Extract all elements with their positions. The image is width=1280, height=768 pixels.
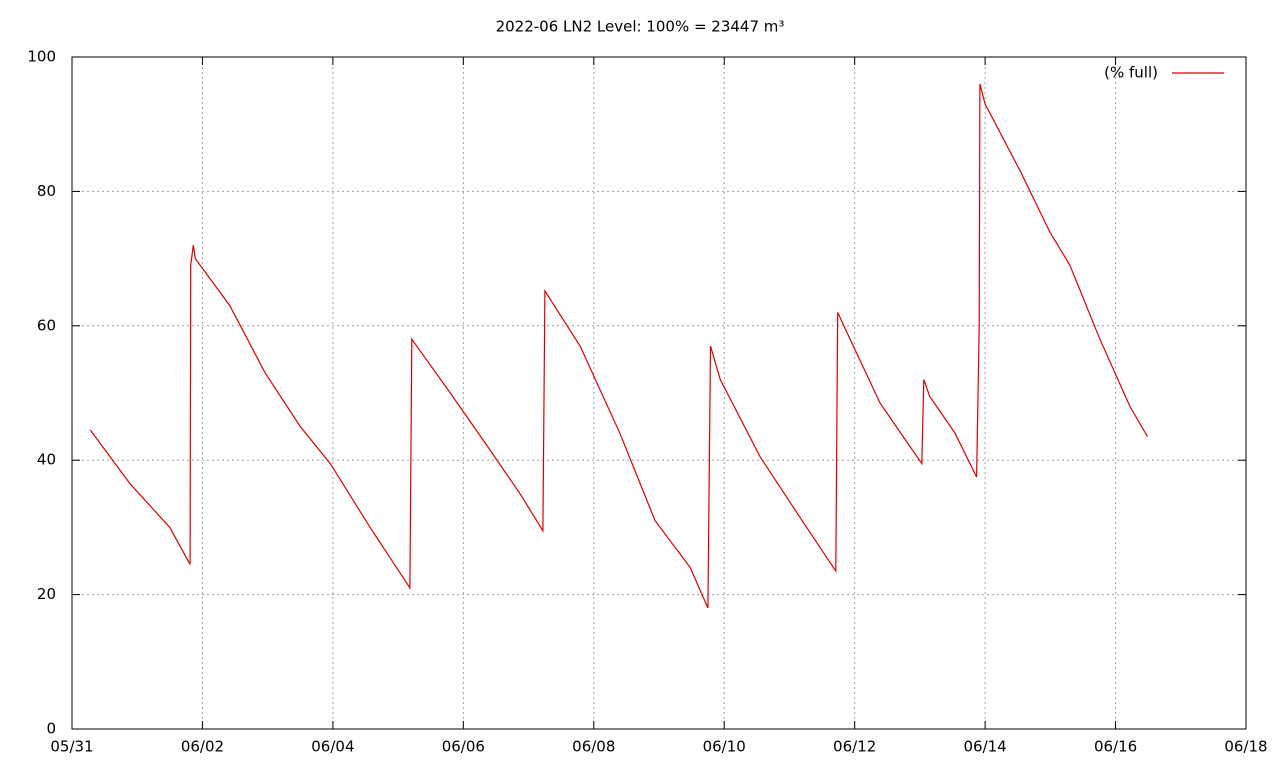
x-tick-label: 06/04 bbox=[311, 738, 354, 756]
x-tick-label: 06/12 bbox=[833, 738, 876, 756]
chart-title: 2022-06 LN2 Level: 100% = 23447 m³ bbox=[496, 18, 785, 36]
x-tick-label: 06/06 bbox=[442, 738, 485, 756]
plot-frame bbox=[71, 56, 1247, 730]
y-tick-label: 100 bbox=[27, 48, 56, 66]
y-tick-label: 0 bbox=[46, 720, 56, 738]
x-tick-label: 06/14 bbox=[963, 738, 1006, 756]
y-tick-label: 60 bbox=[37, 316, 56, 334]
data-line bbox=[89, 83, 1149, 609]
x-tick-label: 06/16 bbox=[1094, 738, 1137, 756]
y-tick-label: 40 bbox=[37, 451, 56, 469]
y-tick-label: 80 bbox=[37, 182, 56, 200]
y-tick-label: 20 bbox=[37, 585, 56, 603]
x-tick-label: 06/18 bbox=[1224, 738, 1267, 756]
x-tick-label: 05/31 bbox=[50, 738, 93, 756]
legend-label: (% full) bbox=[1104, 64, 1158, 82]
x-tick-label: 06/08 bbox=[572, 738, 615, 756]
x-tick-label: 06/10 bbox=[703, 738, 746, 756]
x-tick-label: 06/02 bbox=[181, 738, 224, 756]
